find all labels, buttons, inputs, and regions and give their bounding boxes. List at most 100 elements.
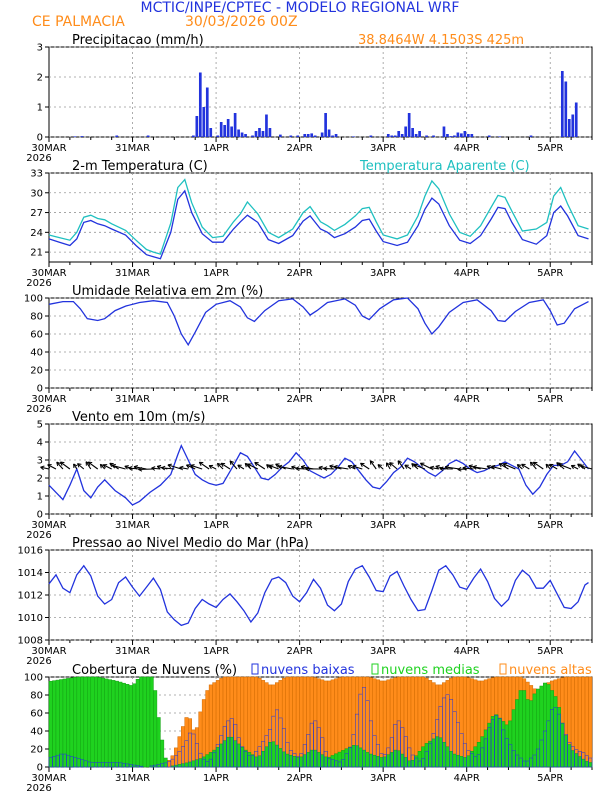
mid-cloud-bar: [574, 753, 579, 768]
mid-cloud-bar: [222, 740, 227, 768]
wind-arrow: [47, 464, 57, 470]
mid-cloud-bar: [546, 684, 551, 768]
run-label: 30/03/2026 00Z: [185, 14, 298, 30]
wind-arrow-head: [413, 463, 419, 469]
wind-arrow: [529, 461, 537, 470]
x-tick-label: 31MAR: [115, 268, 150, 279]
mid-cloud-bar: [97, 677, 102, 768]
chart-title: MCTIC/INPE/CPTEC - MODELO REGIONAL WRF: [141, 0, 460, 16]
mid-cloud-bar: [330, 755, 335, 768]
mid-cloud-bar: [403, 757, 408, 768]
wind-arrow: [102, 464, 112, 470]
x-year-label: 2026: [26, 530, 51, 541]
precip-bar: [529, 135, 533, 137]
x-tick-label: 2APR: [287, 268, 313, 279]
wind-arrow: [278, 465, 293, 470]
wind-arrow-head: [468, 464, 473, 469]
mid-cloud-bar: [104, 678, 109, 768]
high-cloud-bar: [462, 676, 467, 768]
coords-label: 38.8464W 4.1503S 425m: [358, 33, 524, 48]
mid-cloud-bar: [344, 748, 349, 768]
mid-cloud-bar: [163, 757, 168, 768]
mid-cloud-bar: [153, 690, 158, 768]
precip-bar: [192, 135, 195, 137]
mid-cloud-bar: [553, 696, 558, 768]
mid-cloud-bar: [462, 757, 467, 768]
wind-arrow: [580, 465, 593, 470]
mid-cloud-bar: [480, 736, 485, 768]
x-tick-label: 4APR: [454, 520, 480, 531]
wind-arrow: [269, 464, 279, 470]
x-tick-label: 2APR: [287, 520, 313, 531]
mid-cloud-bar: [497, 717, 502, 768]
precip-bar: [226, 119, 230, 137]
precip-bar: [216, 135, 220, 137]
precip-bar: [219, 122, 223, 137]
precip-bar: [268, 128, 272, 137]
wind-arrow-head: [333, 464, 338, 470]
precip-bar: [449, 136, 453, 137]
mid-cloud-bar: [198, 758, 203, 768]
wind-arrow-head: [329, 464, 334, 469]
mid-cloud-bar: [424, 743, 429, 768]
precip-bar: [397, 131, 401, 137]
high-cloud-bar: [323, 680, 328, 768]
high-cloud-bar: [410, 676, 415, 768]
mid-cloud-bar: [149, 676, 154, 768]
mid-cloud-bar: [543, 682, 547, 768]
wind-arrow-head: [229, 460, 234, 466]
wind-arrow-head: [521, 463, 526, 469]
x-tick-label: 2APR: [287, 394, 313, 405]
wind-arrow-head: [347, 465, 353, 470]
wind-arrow: [229, 460, 238, 470]
precip-bar: [418, 131, 421, 137]
wind-arrow: [128, 467, 140, 470]
wind-arrow: [198, 461, 210, 470]
mid-cloud-bar: [386, 754, 391, 768]
wind-arrow-head: [59, 461, 65, 466]
wind-arrow-head: [462, 465, 467, 471]
mid-cloud-bar: [556, 707, 561, 768]
mid-cloud-bar: [348, 746, 353, 768]
mid-cloud-bar: [288, 754, 293, 768]
high-cloud-bar: [581, 676, 586, 768]
wind-arrow-head: [102, 464, 108, 469]
mid-cloud-bar: [581, 758, 586, 768]
y-tick-label: 3: [37, 456, 43, 467]
mid-cloud-bar: [128, 685, 133, 768]
precip-bar: [205, 87, 209, 137]
wind-arrow: [323, 467, 335, 470]
mid-cloud-bar: [160, 739, 165, 768]
y-tick-label: 1014: [18, 568, 43, 579]
high-cloud-bar: [577, 676, 582, 768]
high-cloud-bar: [466, 677, 471, 768]
high-cloud-bar: [375, 679, 380, 768]
wind-arrow: [533, 461, 544, 470]
wind-arrow-head: [389, 462, 394, 467]
y-tick-label: 0: [37, 763, 43, 774]
y-tick-label: 1008: [18, 636, 43, 647]
mid-cloud-bar: [563, 735, 568, 768]
precip-bar: [446, 134, 449, 137]
x-tick-label: 4APR: [454, 268, 480, 279]
y-tick-label: 40: [30, 727, 43, 738]
high-cloud-bar: [368, 677, 373, 768]
precip-bar: [306, 134, 310, 137]
wind-arrow: [386, 462, 391, 470]
y-tick-label: 0: [37, 384, 43, 395]
high-cloud-bar: [250, 676, 255, 768]
mid-cloud-bar: [142, 676, 147, 768]
wind-arrow-head: [111, 463, 116, 469]
location-label: CE PALMACIA: [32, 14, 125, 30]
x-tick-label: 31MAR: [115, 646, 150, 657]
wind-arrow: [397, 460, 405, 470]
mid-cloud-bar: [456, 754, 460, 768]
mid-cloud-bar: [577, 756, 582, 768]
wind-arrow-head: [179, 465, 184, 471]
x-tick-label: 3APR: [370, 520, 396, 531]
wind-arrow: [220, 462, 231, 470]
mid-cloud-bar: [529, 700, 534, 768]
precip-bar: [209, 128, 213, 137]
mid-cloud-bar: [201, 756, 206, 768]
wind-arrow-head: [216, 462, 222, 468]
